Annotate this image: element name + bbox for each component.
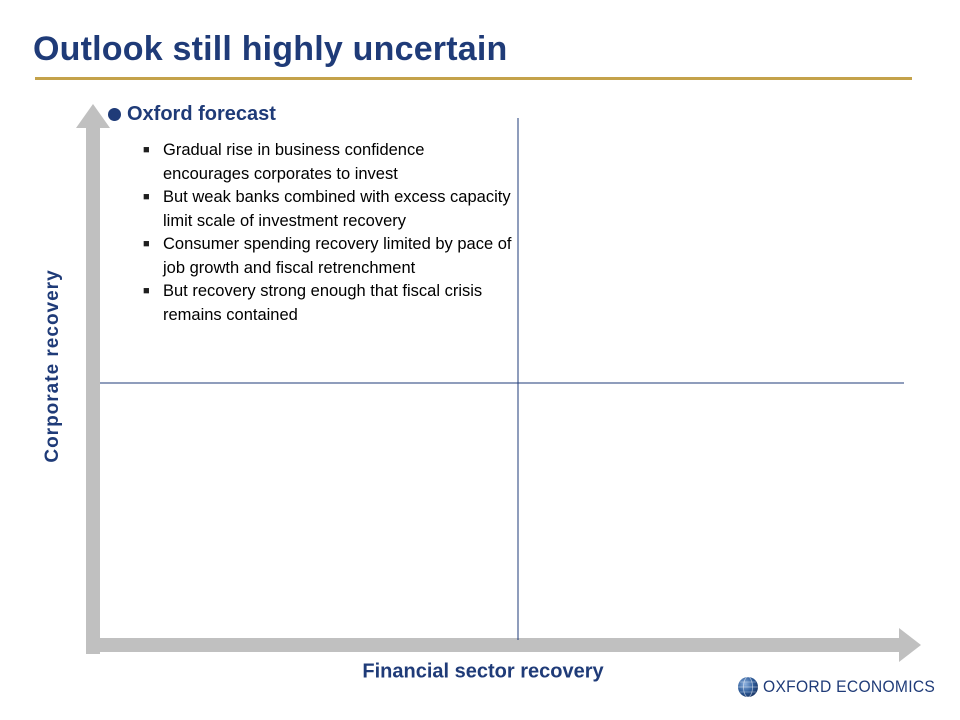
- globe-icon: [738, 676, 758, 698]
- x-axis-label: Financial sector recovery: [362, 660, 604, 683]
- bullet-text: Gradual rise in business confidence enco…: [163, 141, 425, 183]
- y-axis-label: Corporate recovery: [42, 269, 63, 463]
- bullet-dot-icon: [108, 108, 121, 121]
- forecast-heading: Oxford forecast: [108, 103, 276, 126]
- logo-wordmark: OXFORD ECONOMICS: [763, 677, 936, 696]
- square-bullet-icon: ■: [143, 191, 150, 203]
- square-bullet-icon: ■: [143, 238, 150, 250]
- y-axis-arrow: [76, 104, 110, 654]
- y-axis-arrowhead: [76, 104, 110, 128]
- x-axis-arrow: [86, 628, 921, 662]
- bullet-text: But weak banks combined with excess capa…: [163, 188, 511, 230]
- y-axis-shaft: [86, 128, 100, 654]
- list-item: ■ Consumer spending recovery limited by …: [143, 233, 515, 280]
- square-bullet-icon: ■: [143, 144, 150, 156]
- page-title: Outlook still highly uncertain: [33, 30, 508, 68]
- x-axis-arrowhead: [899, 628, 921, 662]
- bullet-text: But recovery strong enough that fiscal c…: [163, 282, 483, 324]
- forecast-bullet-list: ■ Gradual rise in business confidence en…: [143, 139, 515, 327]
- list-item: ■ Gradual rise in business confidence en…: [143, 139, 515, 186]
- list-item: ■ But weak banks combined with excess ca…: [143, 186, 515, 233]
- square-bullet-icon: ■: [143, 285, 150, 297]
- x-axis-shaft: [86, 638, 899, 652]
- forecast-heading-label: Oxford forecast: [127, 103, 276, 125]
- bullet-text: Consumer spending recovery limited by pa…: [163, 235, 512, 277]
- list-item: ■ But recovery strong enough that fiscal…: [143, 280, 515, 327]
- title-underline: [35, 77, 912, 80]
- oxford-economics-logo: OXFORD ECONOMICS: [737, 676, 950, 698]
